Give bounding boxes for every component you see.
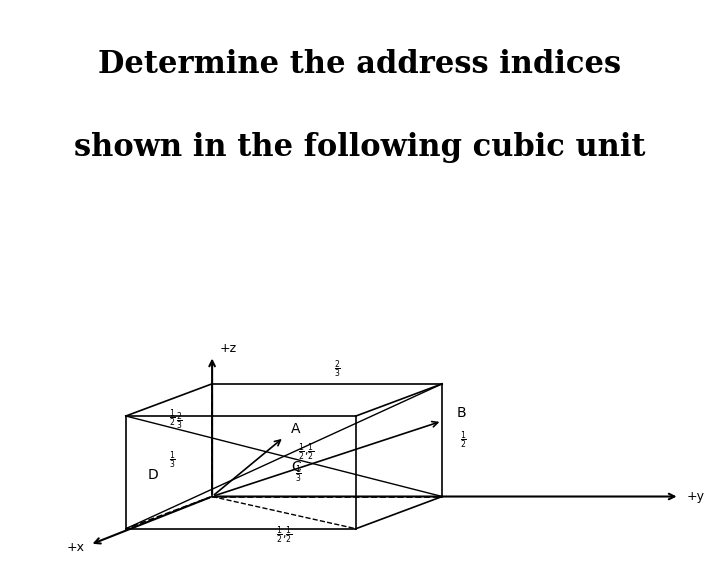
Text: $\frac{1}{3}$: $\frac{1}{3}$ — [296, 463, 302, 485]
Text: $\frac{1}{2}$: $\frac{1}{2}$ — [169, 407, 176, 429]
Text: +z: +z — [219, 342, 237, 355]
Text: D: D — [147, 469, 158, 482]
Text: $\frac{2}{3}$: $\frac{2}{3}$ — [176, 411, 183, 432]
Text: B: B — [457, 406, 466, 420]
Text: +x: +x — [66, 541, 85, 554]
Text: C: C — [291, 461, 301, 474]
Text: $\frac{2}{3}$: $\frac{2}{3}$ — [334, 358, 342, 380]
Text: A: A — [291, 422, 301, 436]
Text: Determine the address indices: Determine the address indices — [98, 49, 621, 80]
Text: +y: +y — [687, 490, 705, 503]
Text: $\frac{1}{2}$,$\frac{1}{2}$: $\frac{1}{2}$,$\frac{1}{2}$ — [298, 441, 315, 463]
Text: $\frac{1}{2}$: $\frac{1}{2}$ — [460, 430, 467, 451]
Text: shown in the following cubic unit: shown in the following cubic unit — [74, 132, 645, 163]
Text: $\frac{1}{3}$: $\frac{1}{3}$ — [169, 450, 176, 471]
Text: $\frac{1}{2}$,$\frac{1}{2}$: $\frac{1}{2}$,$\frac{1}{2}$ — [275, 524, 293, 546]
